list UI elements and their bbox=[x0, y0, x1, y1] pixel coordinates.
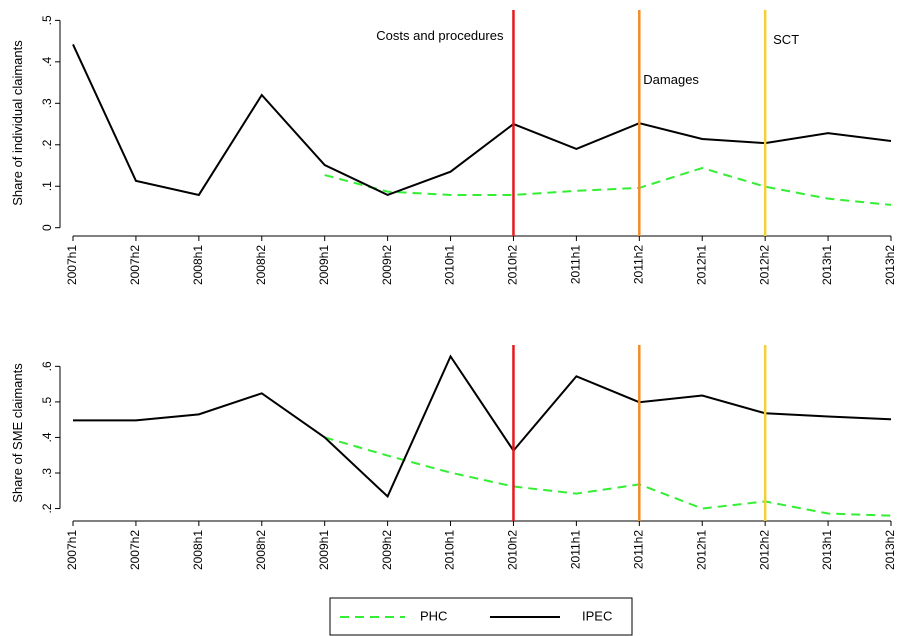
y-tick-label: .2 bbox=[40, 503, 54, 513]
y-axis-title: Share of individual claimants bbox=[10, 40, 25, 206]
annotation: Damages bbox=[643, 72, 699, 87]
x-tick-label: 2010h2 bbox=[506, 530, 520, 570]
y-tick-label: .2 bbox=[40, 139, 54, 149]
data-line bbox=[73, 354, 892, 499]
y-tick-label: .4 bbox=[40, 432, 54, 442]
x-tick-label: 2008h2 bbox=[254, 530, 268, 570]
x-tick-label: 2009h1 bbox=[317, 530, 331, 570]
x-tick-label: 2008h2 bbox=[254, 245, 268, 285]
x-tick-label: 2013h2 bbox=[883, 245, 897, 285]
x-tick-label: 2012h1 bbox=[694, 530, 708, 570]
x-tick-label: 2013h2 bbox=[883, 530, 897, 570]
x-tick-label: 2010h1 bbox=[443, 245, 457, 285]
y-tick-label: .5 bbox=[40, 15, 54, 25]
legend-label: PHC bbox=[420, 608, 447, 623]
x-tick-label: 2007h1 bbox=[65, 530, 79, 570]
data-line bbox=[324, 436, 892, 517]
y-tick-label: .5 bbox=[40, 397, 54, 407]
x-tick-label: 2007h2 bbox=[128, 530, 142, 570]
y-tick-label: .6 bbox=[40, 361, 54, 371]
x-tick-label: 2011h2 bbox=[631, 530, 645, 569]
y-tick-label: .3 bbox=[40, 468, 54, 478]
x-tick-label: 2011h1 bbox=[569, 530, 583, 569]
x-tick-label: 2011h1 bbox=[569, 245, 583, 284]
x-tick-label: 2009h2 bbox=[380, 245, 394, 285]
annotation: Costs and procedures bbox=[376, 28, 504, 43]
y-tick-label: 0 bbox=[40, 224, 54, 231]
x-tick-label: 2009h1 bbox=[317, 245, 331, 285]
x-tick-label: 2013h1 bbox=[820, 530, 834, 570]
x-tick-label: 2008h1 bbox=[191, 245, 205, 285]
annotation: SCT bbox=[773, 32, 799, 47]
x-tick-label: 2007h2 bbox=[128, 245, 142, 285]
data-line bbox=[72, 43, 892, 197]
legend-label: IPEC bbox=[582, 608, 612, 623]
y-tick-label: .4 bbox=[40, 57, 54, 67]
y-tick-label: .1 bbox=[40, 181, 54, 191]
x-tick-label: 2010h2 bbox=[506, 245, 520, 285]
x-tick-label: 2010h1 bbox=[443, 530, 457, 570]
y-axis-title: Share of SME claimants bbox=[10, 363, 25, 503]
x-tick-label: 2012h2 bbox=[757, 530, 771, 570]
data-line bbox=[324, 166, 892, 206]
x-tick-label: 2012h1 bbox=[694, 245, 708, 285]
x-tick-label: 2011h2 bbox=[631, 245, 645, 284]
x-tick-label: 2012h2 bbox=[757, 245, 771, 285]
x-tick-label: 2009h2 bbox=[380, 530, 394, 570]
legend-box bbox=[329, 597, 633, 636]
x-tick-label: 2008h1 bbox=[191, 530, 205, 570]
y-tick-label: .3 bbox=[40, 98, 54, 108]
x-tick-label: 2013h1 bbox=[820, 245, 834, 285]
x-tick-label: 2007h1 bbox=[65, 245, 79, 285]
